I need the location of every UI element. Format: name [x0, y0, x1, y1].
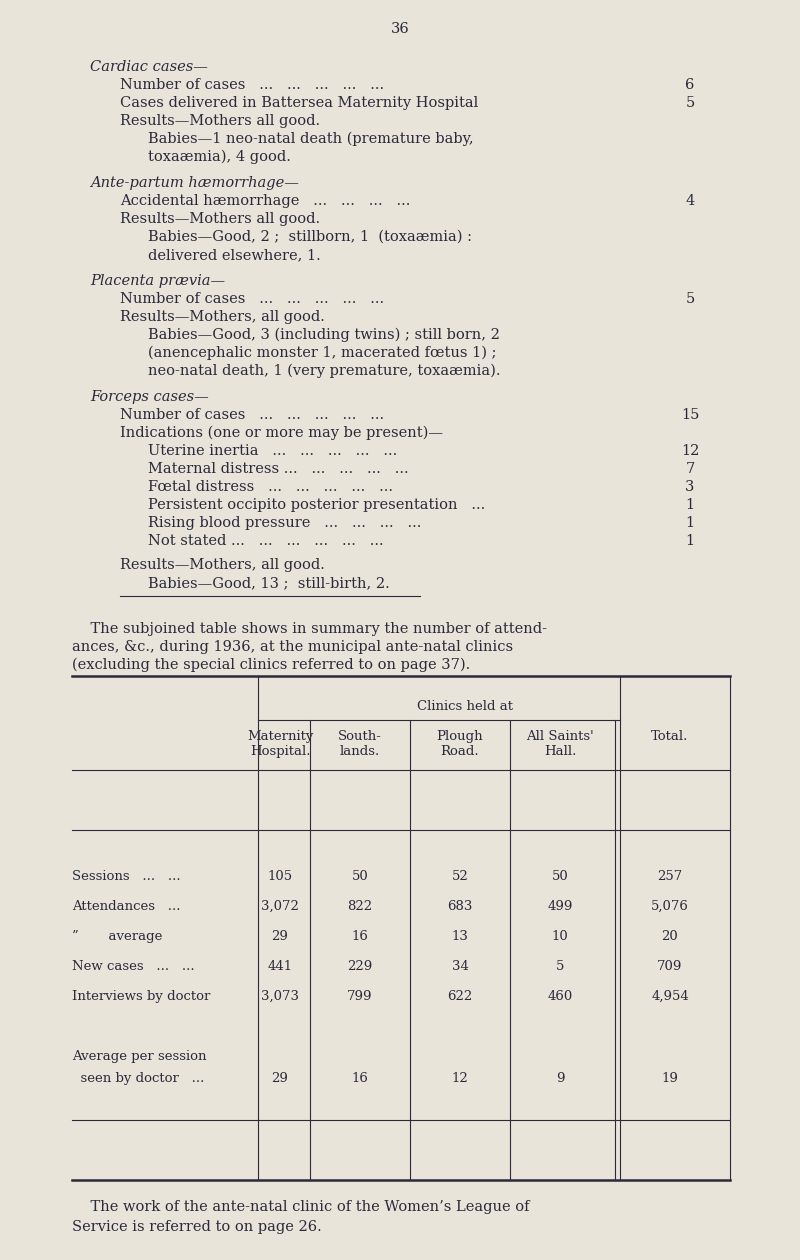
Text: 622: 622 — [447, 990, 473, 1003]
Text: toxaæmia), 4 good.: toxaæmia), 4 good. — [148, 150, 291, 164]
Text: Number of cases   ...   ...   ...   ...   ...: Number of cases ... ... ... ... ... — [120, 408, 384, 422]
Text: (excluding the special clinics referred to on page 37).: (excluding the special clinics referred … — [72, 658, 470, 673]
Text: 257: 257 — [658, 869, 682, 883]
Text: ”       average: ” average — [72, 930, 162, 942]
Text: 19: 19 — [662, 1072, 678, 1085]
Text: Indications (one or more may be present)—: Indications (one or more may be present)… — [120, 426, 443, 441]
Text: Accidental hæmorrhage   ...   ...   ...   ...: Accidental hæmorrhage ... ... ... ... — [120, 194, 410, 208]
Text: seen by doctor   ...: seen by doctor ... — [72, 1072, 204, 1085]
Text: Average per session: Average per session — [72, 1050, 206, 1063]
Text: Service is referred to on page 26.: Service is referred to on page 26. — [72, 1220, 322, 1234]
Text: 4,954: 4,954 — [651, 990, 689, 1003]
Text: Persistent occipito posterior presentation   ...: Persistent occipito posterior presentati… — [148, 498, 486, 512]
Text: 29: 29 — [271, 1072, 289, 1085]
Text: Placenta prævia—: Placenta prævia— — [90, 273, 225, 289]
Text: 5: 5 — [686, 292, 694, 306]
Text: 799: 799 — [347, 990, 373, 1003]
Text: Ante-partum hæmorrhage—: Ante-partum hæmorrhage— — [90, 176, 299, 190]
Text: Results—Mothers, all good.: Results—Mothers, all good. — [120, 310, 325, 324]
Text: 50: 50 — [552, 869, 568, 883]
Text: Cases delivered in Battersea Maternity Hospital: Cases delivered in Battersea Maternity H… — [120, 96, 478, 110]
Text: Attendances   ...: Attendances ... — [72, 900, 181, 914]
Text: 5: 5 — [556, 960, 564, 973]
Text: Babies—1 neo-natal death (premature baby,: Babies—1 neo-natal death (premature baby… — [148, 132, 474, 146]
Text: All Saints'
Hall.: All Saints' Hall. — [526, 730, 594, 759]
Text: 709: 709 — [658, 960, 682, 973]
Text: 822: 822 — [347, 900, 373, 914]
Text: neo-natal death, 1 (very premature, toxaæmia).: neo-natal death, 1 (very premature, toxa… — [148, 364, 501, 378]
Text: 29: 29 — [271, 930, 289, 942]
Text: 12: 12 — [452, 1072, 468, 1085]
Text: Plough
Road.: Plough Road. — [437, 730, 483, 759]
Text: ances, &c., during 1936, at the municipal ante-natal clinics: ances, &c., during 1936, at the municipa… — [72, 640, 513, 654]
Text: Number of cases   ...   ...   ...   ...   ...: Number of cases ... ... ... ... ... — [120, 292, 384, 306]
Text: Interviews by doctor: Interviews by doctor — [72, 990, 210, 1003]
Text: 16: 16 — [351, 1072, 369, 1085]
Text: 1: 1 — [686, 517, 694, 530]
Text: Maternal distress ...   ...   ...   ...   ...: Maternal distress ... ... ... ... ... — [148, 462, 409, 476]
Text: 441: 441 — [267, 960, 293, 973]
Text: 105: 105 — [267, 869, 293, 883]
Text: South-
lands.: South- lands. — [338, 730, 382, 759]
Text: Results—Mothers all good.: Results—Mothers all good. — [120, 113, 320, 129]
Text: Sessions   ...   ...: Sessions ... ... — [72, 869, 181, 883]
Text: Results—Mothers all good.: Results—Mothers all good. — [120, 212, 320, 226]
Text: New cases   ...   ...: New cases ... ... — [72, 960, 194, 973]
Text: 6: 6 — [686, 78, 694, 92]
Text: 1: 1 — [686, 534, 694, 548]
Text: Results—Mothers, all good.: Results—Mothers, all good. — [120, 558, 325, 572]
Text: 50: 50 — [352, 869, 368, 883]
Text: Babies—Good, 3 (including twins) ; still born, 2: Babies—Good, 3 (including twins) ; still… — [148, 328, 500, 343]
Text: 34: 34 — [451, 960, 469, 973]
Text: 460: 460 — [547, 990, 573, 1003]
Text: 3,073: 3,073 — [261, 990, 299, 1003]
Text: delivered elsewhere, 1.: delivered elsewhere, 1. — [148, 248, 321, 262]
Text: 13: 13 — [451, 930, 469, 942]
Text: (anencephalic monster 1, macerated fœtus 1) ;: (anencephalic monster 1, macerated fœtus… — [148, 346, 497, 360]
Text: 16: 16 — [351, 930, 369, 942]
Text: 52: 52 — [452, 869, 468, 883]
Text: 683: 683 — [447, 900, 473, 914]
Text: 3,072: 3,072 — [261, 900, 299, 914]
Text: The subjoined table shows in summary the number of attend-: The subjoined table shows in summary the… — [72, 622, 547, 636]
Text: Number of cases   ...   ...   ...   ...   ...: Number of cases ... ... ... ... ... — [120, 78, 384, 92]
Text: Cardiac cases—: Cardiac cases— — [90, 60, 208, 74]
Text: 9: 9 — [556, 1072, 564, 1085]
Text: 36: 36 — [390, 21, 410, 37]
Text: Total.: Total. — [651, 730, 689, 743]
Text: Forceps cases—: Forceps cases— — [90, 391, 209, 404]
Text: Uterine inertia   ...   ...   ...   ...   ...: Uterine inertia ... ... ... ... ... — [148, 444, 398, 457]
Text: Clinics held at: Clinics held at — [417, 701, 513, 713]
Text: 5,076: 5,076 — [651, 900, 689, 914]
Text: 229: 229 — [347, 960, 373, 973]
Text: 12: 12 — [681, 444, 699, 457]
Text: Fœtal distress   ...   ...   ...   ...   ...: Fœtal distress ... ... ... ... ... — [148, 480, 393, 494]
Text: 3: 3 — [686, 480, 694, 494]
Text: Maternity
Hospital.: Maternity Hospital. — [247, 730, 313, 759]
Text: 20: 20 — [662, 930, 678, 942]
Text: 15: 15 — [681, 408, 699, 422]
Text: Rising blood pressure   ...   ...   ...   ...: Rising blood pressure ... ... ... ... — [148, 517, 422, 530]
Text: Babies—Good, 2 ;  stillborn, 1  (toxaæmia) :: Babies—Good, 2 ; stillborn, 1 (toxaæmia)… — [148, 231, 472, 244]
Text: Not stated ...   ...   ...   ...   ...   ...: Not stated ... ... ... ... ... ... — [148, 534, 384, 548]
Text: Babies—Good, 13 ;  still-birth, 2.: Babies—Good, 13 ; still-birth, 2. — [148, 576, 390, 590]
Text: 4: 4 — [686, 194, 694, 208]
Text: The work of the ante-natal clinic of the Women’s League of: The work of the ante-natal clinic of the… — [72, 1200, 530, 1213]
Text: 7: 7 — [686, 462, 694, 476]
Text: 10: 10 — [552, 930, 568, 942]
Text: 5: 5 — [686, 96, 694, 110]
Text: 499: 499 — [547, 900, 573, 914]
Text: 1: 1 — [686, 498, 694, 512]
